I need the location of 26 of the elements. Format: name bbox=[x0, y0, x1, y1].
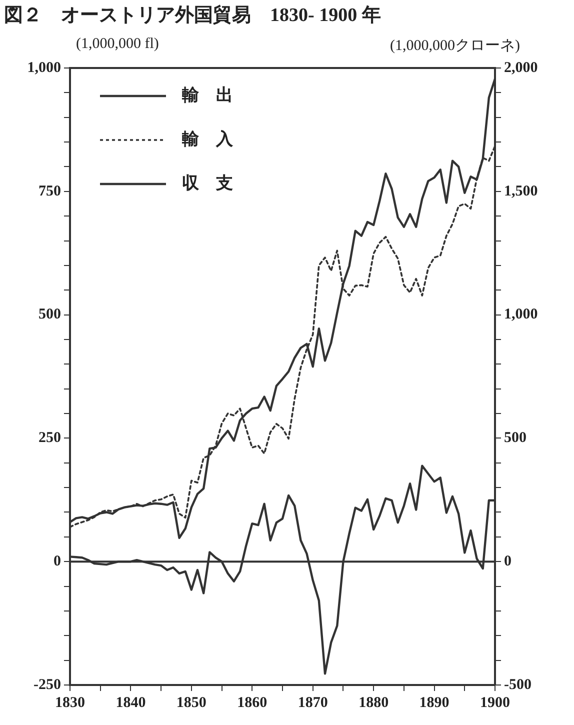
y-tick-label: 0 bbox=[54, 553, 61, 570]
y-tick-label: 250 bbox=[38, 430, 61, 446]
y2-tick-label: 1,000 bbox=[504, 306, 538, 323]
chart-title: 図２ オーストリア外国貿易 1830- 1900 年 bbox=[4, 4, 381, 28]
y-tick-label: 500 bbox=[38, 306, 61, 323]
x-tick-label: 1880 bbox=[358, 694, 389, 711]
y2-axis-title: (1,000,000クローネ) bbox=[390, 37, 520, 55]
y-tick-label: -250 bbox=[34, 676, 61, 693]
x-tick-label: 1840 bbox=[116, 694, 146, 711]
y2-tick-label: 1,500 bbox=[504, 183, 538, 200]
x-tick-label: 1850 bbox=[176, 694, 206, 711]
y2-tick-label: 2,000 bbox=[504, 60, 538, 76]
x-tick-label: 1890 bbox=[419, 694, 450, 711]
x-tick-label: 1860 bbox=[237, 694, 268, 711]
x-tick-label: 1900 bbox=[480, 694, 510, 711]
legend-label: 輸 入 bbox=[181, 129, 234, 150]
y-tick-label: 1,000 bbox=[27, 60, 61, 76]
legend-label: 収 支 bbox=[182, 173, 233, 194]
y2-tick-label: 0 bbox=[504, 553, 512, 570]
x-tick-label: 1830 bbox=[55, 694, 85, 711]
x-tick-label: 1870 bbox=[298, 694, 328, 711]
y2-tick-label: -500 bbox=[504, 676, 532, 693]
y2-tick-label: 500 bbox=[504, 430, 526, 446]
y-tick-label: 750 bbox=[38, 183, 61, 200]
y-axis-title: (1,000,000 fl) bbox=[76, 36, 159, 53]
legend-label: 輸 出 bbox=[181, 85, 233, 106]
